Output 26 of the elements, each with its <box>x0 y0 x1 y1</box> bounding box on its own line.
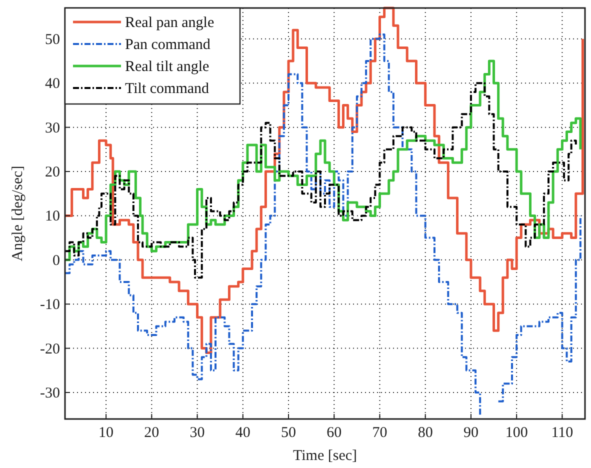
y-tick-label: 40 <box>45 76 60 92</box>
x-tick-label: 30 <box>190 425 205 441</box>
y-tick-label: 50 <box>45 32 60 48</box>
x-tick-label: 100 <box>505 425 528 441</box>
x-tick-label: 40 <box>235 425 250 441</box>
y-tick-label: -20 <box>40 341 60 358</box>
y-tick-label: -10 <box>40 297 60 314</box>
x-tick-label: 80 <box>418 425 433 441</box>
legend-label: Real pan angle <box>125 15 214 31</box>
legend-label: Tilt command <box>125 81 210 97</box>
x-tick-label: 90 <box>463 425 478 441</box>
x-axis-title: Time [sec] <box>292 448 358 464</box>
y-tick-label: -30 <box>40 385 60 402</box>
legend-label: Pan command <box>125 37 211 53</box>
x-tick-label: 70 <box>372 425 388 441</box>
x-tick-label: 110 <box>551 425 574 441</box>
x-tick-label: 60 <box>326 425 342 441</box>
y-tick-label: 20 <box>45 164 60 181</box>
x-tick-label: 20 <box>144 425 160 441</box>
x-tick-label: 50 <box>281 425 296 441</box>
legend-label: Real tilt angle <box>125 59 210 75</box>
y-axis-title: Angle [deg/sec] <box>10 166 26 262</box>
y-tick-label: 30 <box>45 120 60 136</box>
y-tick-label: 0 <box>52 252 60 269</box>
y-tick-label: 10 <box>45 208 60 225</box>
x-tick-label: 10 <box>98 425 114 441</box>
